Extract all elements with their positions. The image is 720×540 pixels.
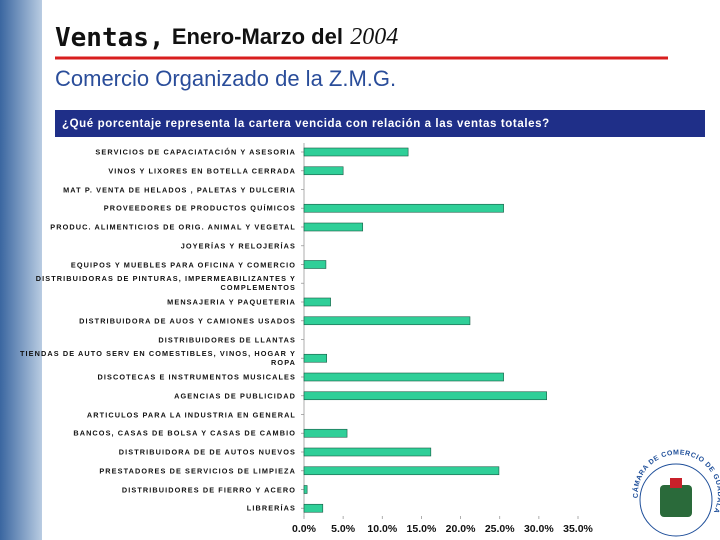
title-part: 2004 [350,24,398,50]
category-label: DISTRIBUIDORES DE FIERRO Y ACERO [121,485,296,494]
category-label: TIENDAS DE AUTO SERV EN COMESTIBLES, VIN… [20,349,296,368]
bar [303,147,409,157]
title: Ventas, Enero-Marzo del 2004 [55,21,398,53]
category-label: LIBRERÍAS [246,503,296,513]
category-label: DISTRIBUIDORES DE LLANTAS [158,335,296,344]
category-label: BANCOS, CASAS DE BOLSA Y CASAS DE CAMBIO [73,428,296,438]
category-label: JOYERÍAS Y RELOJERÍAS [180,241,296,251]
x-tick-label: 5.0% [331,523,356,535]
bar [303,222,364,232]
category-label: DISTRIBUIDORAS DE PINTURAS, IMPERMEABILI… [35,274,296,293]
bar [303,466,500,476]
category-label: AGENCIAS DE PUBLICIDAD [174,391,296,401]
bar [303,203,504,213]
bar [303,503,324,513]
bar [303,316,471,326]
x-tick-label: 10.0% [367,523,397,535]
title-part: Ventas, [55,23,165,53]
x-tick-label: 20.0% [446,523,476,535]
category-label: VINOS Y LIXORES EN BOTELLA CERRADA [108,166,296,176]
x-tick-label: 25.0% [485,523,515,535]
category-label: DISTRIBUIDORA DE DE AUTOS NUEVOS [118,447,296,457]
category-label: DISTRIBUIDORA DE AUOS Y CAMIONES USADOS [79,316,296,326]
x-tick-label: 30.0% [524,523,554,535]
bar [303,260,327,269]
question: ¿Qué porcentaje representa la cartera ve… [62,118,550,130]
side-strip [0,0,42,540]
title-part: Enero-Marzo del [172,24,343,49]
bar [303,297,331,307]
x-tick-label: 0.0% [292,523,317,535]
bar [303,428,348,438]
x-tick-label: 15.0% [407,523,437,535]
logo-crest [670,478,682,488]
logo-shield [660,485,692,517]
bar [303,447,432,457]
bar [303,372,504,382]
category-label: SERVICIOS DE CAPACIATACIÓN Y ASESORIA [95,147,296,157]
x-tick-label: 35.0% [563,523,593,535]
bar [303,353,328,363]
category-label: PRODUC. ALIMENTICIOS DE ORIG. ANIMAL Y V… [50,222,296,232]
category-label: ARTICULOS PARA LA INDUSTRIA EN GENERAL [86,410,296,419]
category-label: DISCOTECAS E INSTRUMENTOS MUSICALES [97,372,296,382]
question-box [55,110,705,137]
bar [303,166,344,176]
category-label: MAT P. VENTA DE HELADOS , PALETAS Y DULC… [63,185,296,194]
subtitle: Comercio Organizado de la Z.M.G. [55,66,396,91]
logo-ring [639,463,713,537]
category-label: PRESTADORES DE SERVICIOS DE LIMPIEZA [99,466,296,476]
bar [303,391,547,401]
category-label: MENSAJERIA Y PAQUETERIA [167,297,296,307]
category-label: PROVEEDORES DE PRODUCTOS QUÍMICOS [103,203,296,213]
category-label: EQUIPOS Y MUEBLES PARA OFICINA Y COMERCI… [70,260,296,269]
bar [303,485,308,494]
